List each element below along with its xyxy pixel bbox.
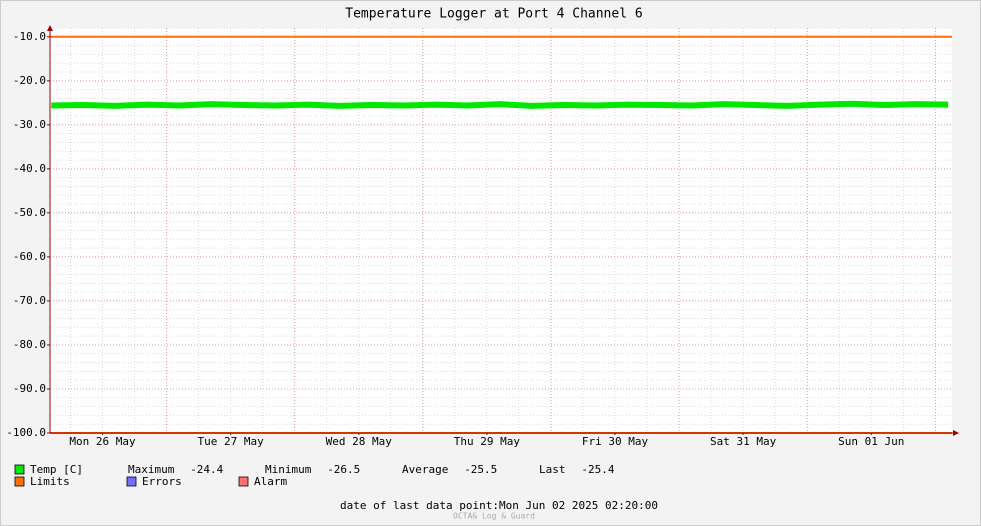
x-tick-label: Wed 28 May — [326, 435, 393, 448]
grid — [50, 27, 952, 434]
y-tick-label: -50.0 — [13, 206, 46, 219]
legend-label: Limits — [30, 475, 70, 488]
stat-value: -25.5 — [464, 463, 497, 476]
x-tick-label: Tue 27 May — [198, 435, 265, 448]
y-tick-label: -90.0 — [13, 382, 46, 395]
legend-label: Alarm — [254, 475, 287, 488]
axis-arrow — [953, 430, 959, 436]
stat-label: Minimum — [265, 463, 312, 476]
x-tick-label: Sun 01 Jun — [838, 435, 904, 448]
x-tick-label: Thu 29 May — [454, 435, 521, 448]
stat-label: Last — [539, 463, 566, 476]
y-tick-label: -70.0 — [13, 294, 46, 307]
legend-label: Temp [C] — [30, 463, 83, 476]
x-tick-label: Sat 31 May — [710, 435, 777, 448]
x-tick-label: Mon 26 May — [69, 435, 136, 448]
watermark: OCTA& Log & Guard — [453, 512, 535, 521]
footer-value: Mon Jun 02 2025 02:20:00 — [499, 499, 658, 512]
footer-label: date of last data point: — [340, 499, 499, 512]
stat-label: Average — [402, 463, 448, 476]
chart-title: Temperature Logger at Port 4 Channel 6 — [345, 7, 642, 22]
y-tick-label: -20.0 — [13, 74, 46, 87]
x-tick-label: Fri 30 May — [582, 435, 649, 448]
legend-label: Errors — [142, 475, 182, 488]
legend-swatch — [238, 476, 249, 487]
y-tick-label: -40.0 — [13, 162, 46, 175]
axis-arrow — [47, 25, 53, 31]
legend-swatch — [14, 464, 25, 475]
data-line — [51, 100, 949, 109]
stat-value: -25.4 — [581, 463, 614, 476]
legend-swatch — [14, 476, 25, 487]
y-tick-label: -30.0 — [13, 118, 46, 131]
y-tick-label: -100.0 — [6, 426, 46, 439]
y-tick-label: -10.0 — [13, 30, 46, 43]
y-tick-label: -80.0 — [13, 338, 46, 351]
y-tick-label: -60.0 — [13, 250, 46, 263]
stat-label: Maximum — [128, 463, 175, 476]
stat-value: -26.5 — [327, 463, 360, 476]
stat-value: -24.4 — [190, 463, 223, 476]
legend-swatch — [126, 476, 137, 487]
